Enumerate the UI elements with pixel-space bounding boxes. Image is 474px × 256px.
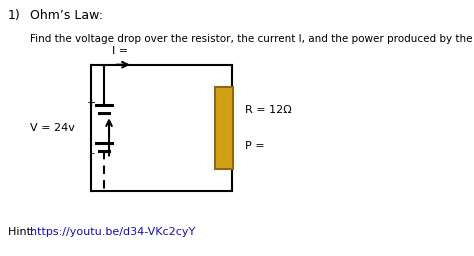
Text: https://youtu.be/d34-VKc2cyY: https://youtu.be/d34-VKc2cyY — [30, 227, 195, 237]
Text: R = 12Ω: R = 12Ω — [245, 105, 292, 115]
Text: Ohm’s Law:: Ohm’s Law: — [30, 9, 103, 22]
Text: V = 24v: V = 24v — [30, 123, 75, 133]
Text: -: - — [91, 148, 95, 158]
Text: I =: I = — [112, 46, 128, 56]
Text: Hint:: Hint: — [8, 227, 38, 237]
Text: 1): 1) — [8, 9, 20, 22]
Text: P =: P = — [245, 141, 264, 151]
Text: Find the voltage drop over the resistor, the current I, and the power produced b: Find the voltage drop over the resistor,… — [30, 34, 474, 44]
Text: +: + — [87, 98, 96, 108]
Bar — [215, 88, 233, 168]
